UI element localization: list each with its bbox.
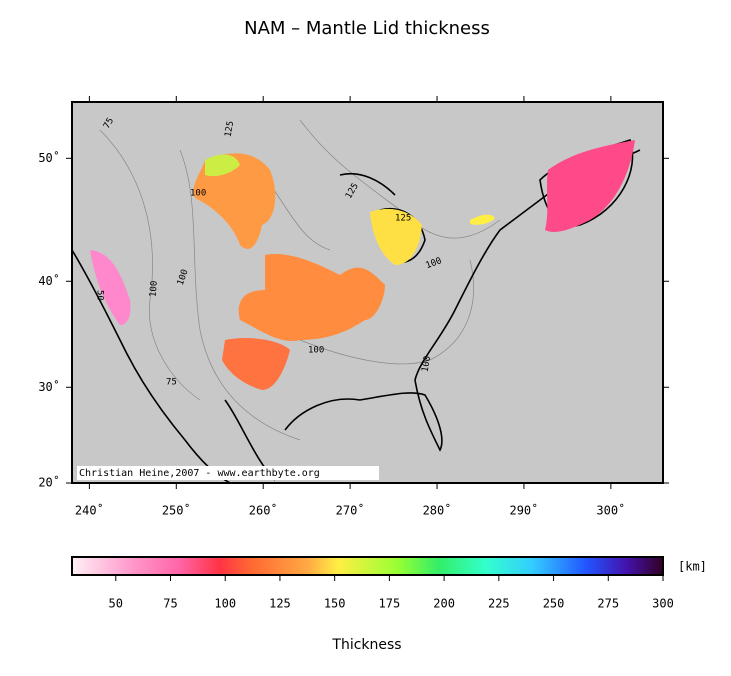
colorbar-label: Thickness <box>331 637 401 653</box>
colorbar-tick-label: 125 <box>269 597 291 611</box>
colorbar-tick-label: 250 <box>543 597 565 611</box>
contour-label: 125 <box>224 120 237 138</box>
colorbar-tick-label: 275 <box>597 597 619 611</box>
map-frame <box>71 101 664 484</box>
colorbar-tick-label: 200 <box>433 597 455 611</box>
x-tick-label: 270˚ <box>336 503 365 518</box>
contour-label: 100 <box>308 346 324 356</box>
contour-label: 100 <box>421 355 434 373</box>
colorbar-tick-label: 300 <box>652 597 674 611</box>
contour-label: 100 <box>149 280 160 297</box>
colorbar-tick-label: 175 <box>379 597 401 611</box>
x-tick-label: 280˚ <box>423 503 452 518</box>
y-tick-label: 50˚ <box>38 150 60 165</box>
colorbar-tick-label: 50 <box>109 597 123 611</box>
y-tick-label: 40˚ <box>38 273 60 288</box>
contour-label: 125 <box>395 214 411 224</box>
colorbar-tick-label: 75 <box>163 597 177 611</box>
colorbar <box>71 556 664 576</box>
x-tick-label: 300˚ <box>596 503 625 518</box>
contour-labels: 125 100 100 100 50 75 100 125 100 100 12… <box>95 116 444 387</box>
x-tick-label: 240˚ <box>75 503 104 518</box>
colorbar-tick-label: 225 <box>488 597 510 611</box>
contour-label: 75 <box>102 116 116 130</box>
x-tick-label: 260˚ <box>249 503 278 518</box>
colorbar-tick-label: 100 <box>214 597 236 611</box>
contour-label: 50 <box>95 290 105 301</box>
y-tick-label: 20˚ <box>38 475 60 490</box>
contour-label: 75 <box>166 378 177 388</box>
thickness-field <box>90 140 635 390</box>
credit-box <box>77 466 379 480</box>
map: 125 100 100 100 50 75 100 125 100 100 12… <box>71 101 664 484</box>
colorbar-tick-label: 150 <box>324 597 346 611</box>
title: NAM – Mantle Lid thickness <box>244 18 490 39</box>
x-tick-label: 290˚ <box>509 503 538 518</box>
y-tick-label: 30˚ <box>38 379 60 394</box>
credit: Christian Heine,2007 - www.earthbyte.org <box>79 468 320 479</box>
colorbar-unit: [km] <box>678 560 707 574</box>
contour-label: 100 <box>190 189 206 199</box>
x-tick-label: 250˚ <box>162 503 191 518</box>
